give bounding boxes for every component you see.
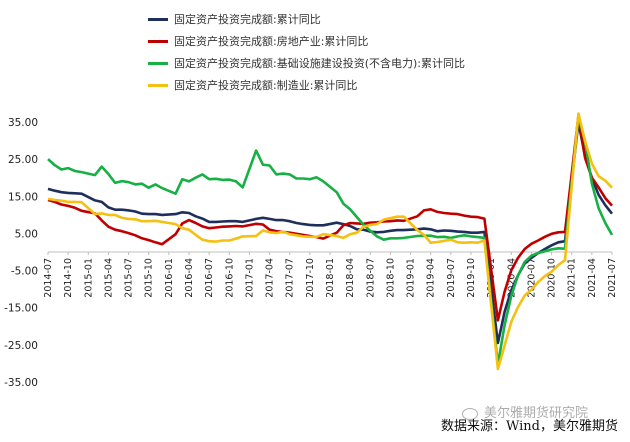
- x-tick-label: 2019-10: [466, 258, 477, 298]
- y-tick-label: 5.00: [15, 228, 38, 240]
- series-line-manufacturing: [47, 112, 613, 371]
- y-tick-label: 25.00: [8, 154, 38, 166]
- y-tick-label: 15.00: [8, 191, 38, 203]
- legend-item-fai: 固定资产投资完成额:累计同比: [148, 8, 465, 30]
- x-tick-label: 2016-01: [164, 258, 175, 298]
- series-lines: [47, 112, 614, 371]
- x-tick-label: 2014-07: [43, 258, 54, 298]
- legend-item-manufacturing: 固定资产投资完成额:制造业:累计同比: [148, 74, 465, 96]
- y-tick-label: -15.00: [4, 303, 38, 315]
- legend-label-fai: 固定资产投资完成额:累计同比: [174, 13, 321, 26]
- legend-item-infrastructure: 固定资产投资完成额:基础设施建设投资(不含电力):累计同比: [148, 52, 465, 74]
- x-tick-label: 2015-07: [124, 258, 135, 298]
- x-tick-label: 2017-04: [265, 258, 276, 298]
- legend-swatch-manufacturing: [148, 83, 168, 87]
- y-tick-label: 35.00: [8, 117, 38, 129]
- wechat-icon: [462, 407, 478, 420]
- series-line-infrastructure: [47, 114, 614, 366]
- x-tick-label: 2015-10: [144, 258, 155, 298]
- x-tick-label: 2017-10: [305, 258, 316, 298]
- series-line-fai: [47, 120, 614, 345]
- x-tick-label: 2020-04: [506, 258, 517, 298]
- watermark: 美尔雅期货研究院: [462, 402, 588, 421]
- x-tick-label: 2017-01: [244, 258, 255, 298]
- x-tick-label: 2021-01: [567, 258, 578, 298]
- watermark-text: 美尔雅期货研究院: [484, 406, 589, 421]
- y-axis: 35.00 25.00 15.00 5.00 -5.00 -15.00 -25.00 -35.…: [4, 117, 38, 389]
- x-tick-label: 2019-01: [406, 258, 417, 298]
- legend-item-real-estate: 固定资产投资完成额:房地产业:累计同比: [148, 30, 465, 52]
- y-tick-label: -35.00: [4, 377, 38, 389]
- x-tick-label: 2015-01: [83, 258, 94, 298]
- legend: 固定资产投资完成额:累计同比 固定资产投资完成额:房地产业:累计同比 固定资产投…: [148, 8, 465, 96]
- x-tick-label: 2021-04: [587, 258, 598, 298]
- x-tick-label: 2016-10: [224, 258, 235, 298]
- y-tick-label: -5.00: [11, 266, 38, 278]
- x-tick-label: 2018-04: [345, 258, 356, 298]
- x-tick-label: 2015-04: [103, 258, 114, 298]
- legend-swatch-fai: [148, 17, 168, 21]
- legend-label-manufacturing: 固定资产投资完成额:制造业:累计同比: [174, 79, 358, 92]
- x-tick-label: 2016-07: [204, 258, 215, 298]
- legend-swatch-infrastructure: [148, 61, 168, 65]
- legend-swatch-real-estate: [148, 39, 168, 43]
- x-tick-label: 2019-07: [446, 258, 457, 298]
- x-tick-label: 2017-07: [285, 258, 296, 298]
- source-note: 数据来源：Wind，美尔雅期货: [441, 419, 618, 434]
- x-tick-label: 2021-07: [607, 258, 618, 298]
- legend-label-infrastructure: 固定资产投资完成额:基础设施建设投资(不含电力):累计同比: [174, 57, 465, 70]
- x-tick-label: 2018-01: [325, 258, 336, 298]
- y-tick-label: -25.00: [4, 340, 38, 352]
- x-tick-label: 2020-07: [526, 258, 537, 298]
- x-tick-label: 2016-04: [184, 258, 195, 298]
- x-tick-label: 2018-07: [365, 258, 376, 298]
- x-tick-label: 2018-10: [385, 258, 396, 298]
- x-tick-label: 2014-10: [63, 258, 74, 298]
- legend-label-real-estate: 固定资产投资完成额:房地产业:累计同比: [174, 35, 369, 48]
- x-tick-label: 2019-04: [426, 258, 437, 298]
- x-tick-label: 2020-10: [547, 258, 558, 298]
